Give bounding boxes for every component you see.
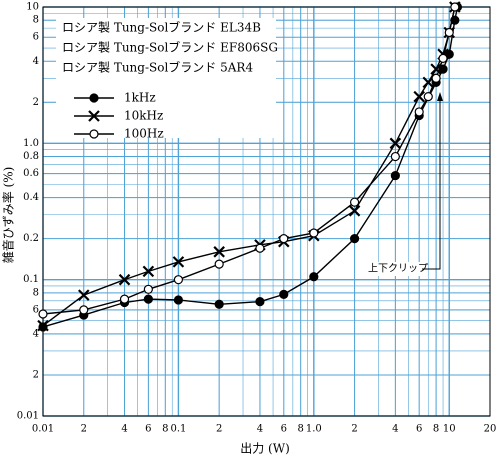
marker [79,305,89,315]
marker [430,63,442,75]
x-tick-label: 4 [121,424,127,435]
marker [173,275,184,285]
y-tick-label: 0.2 [23,233,39,244]
x-tick-label: 1.0 [306,424,322,435]
legend-marker [89,93,99,103]
x-tick-label: 0.01 [32,424,54,435]
x-tick-label: 8 [162,424,168,435]
y-tick-label: 6 [33,304,39,315]
marker [309,228,319,238]
marker [214,259,224,269]
annotation-arrow [422,98,441,270]
legend-label: 1kHz [124,91,156,105]
plot-frame [42,6,491,417]
marker [77,289,90,301]
x-tick-label: 8 [433,424,439,435]
y-tick-label: 4 [33,56,39,67]
subtitle: ロシア製 Tung-Solブランド 5AR4 [62,60,253,75]
y-tick-label: 2 [33,97,39,108]
legend-label: 100Hz [124,127,164,141]
marker [214,299,224,309]
y-tick-label: 0.6 [23,168,39,179]
legend-label: 10kHz [124,109,163,123]
marker [118,273,131,286]
annotation-bg [366,262,422,276]
y-tick-label: 1.0 [23,138,39,149]
y-tick-label: 0.1 [23,274,39,285]
marker [349,197,360,207]
marker [309,272,319,282]
marker [142,265,155,278]
x-tick-label: 4 [257,424,263,435]
x-tick-label: 6 [416,424,422,435]
marker [38,309,48,319]
x-tick-label: 6 [145,424,151,435]
x-axis-label: 出力 (W) [240,442,290,456]
x-tick-label: 10 [443,424,456,435]
subtitle: ロシア製 Tung-Solブランド EF806SG [62,40,278,55]
x-tick-label: 2 [216,424,222,435]
x-tick-label: 8 [298,424,304,435]
subtitle: ロシア製 Tung-Solブランド EL34B [62,20,261,35]
x-tick-label: 6 [281,424,287,435]
marker [444,49,454,59]
y-tick-label: 2 [33,369,39,380]
marker [213,246,225,258]
marker [255,297,265,307]
marker [438,53,448,63]
marker [444,27,454,38]
marker [255,243,265,253]
y-tick-label: 8 [33,15,39,26]
marker [279,234,289,244]
marker [172,256,185,268]
marker [390,151,400,162]
marker [414,107,424,117]
marker [173,295,184,305]
marker [390,170,400,181]
y-tick-label: 4 [33,328,39,339]
x-tick-label: 4 [392,424,398,435]
marker [143,284,153,294]
marker [119,294,130,304]
y-tick-label: 8 [33,287,39,298]
x-tick-label: 2 [351,424,357,435]
marker [279,289,289,299]
y-tick-label: 0.8 [23,151,39,162]
y-axis-label: 雑音ひずみ率 (%) [1,167,16,264]
marker [431,73,441,83]
legend-marker [89,129,99,139]
legend-marker [88,110,100,122]
marker [37,319,49,332]
marker [450,2,460,12]
marker [348,205,361,217]
marker [423,92,433,102]
marker [349,234,360,244]
arrow-head [437,92,443,101]
marker [389,137,402,150]
y-tick-label: 0.4 [23,192,39,203]
x-tick-label: 2 [81,424,87,435]
x-tick-label: 20 [484,424,497,435]
y-tick-label: 0.01 [17,411,39,422]
y-tick-label: 6 [33,32,39,43]
marker [143,294,153,304]
marker [413,90,425,103]
x-tick-label: 0.1 [170,424,186,435]
annotation: 上下クリップ [368,263,428,275]
y-tick-label: 10 [26,2,39,13]
